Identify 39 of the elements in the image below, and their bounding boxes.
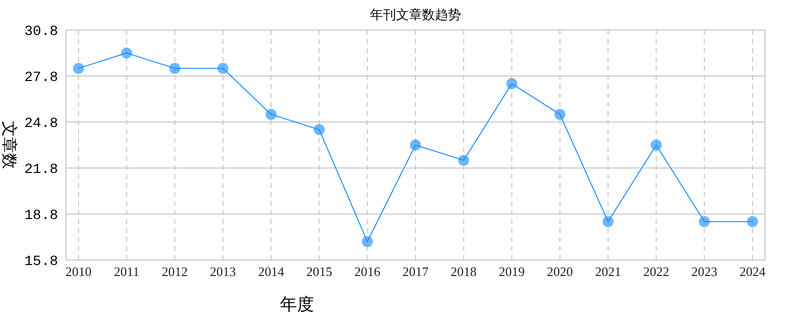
point — [554, 108, 566, 120]
x-tick-label: 2018 — [450, 264, 477, 279]
chart-title: 年刊文章数趋势 — [370, 7, 461, 22]
point — [698, 216, 710, 228]
point — [217, 62, 228, 74]
x-tick-label: 2014 — [258, 264, 285, 279]
y-axis-title: 文章数 — [0, 121, 18, 169]
y-tick-label: 24.8 — [24, 116, 58, 132]
x-tick-label: 2015 — [306, 264, 332, 279]
x-tick-label: 2011 — [114, 264, 140, 279]
point — [410, 140, 421, 150]
x-tick-label: 2012 — [162, 264, 188, 279]
point — [362, 236, 373, 248]
point — [266, 108, 277, 120]
point — [506, 78, 518, 90]
x-tick-label: 2013 — [210, 264, 236, 279]
x-tick-label: 2020 — [546, 264, 573, 279]
point — [747, 216, 758, 228]
x-tick-label: 2016 — [354, 264, 381, 279]
y-tick-label: 18.8 — [24, 208, 58, 224]
point — [650, 140, 662, 150]
point — [314, 124, 325, 136]
x-tick-label: 2024 — [740, 264, 766, 279]
point — [121, 48, 132, 58]
x-tick-label: 2019 — [498, 264, 525, 279]
x-tick-label: 2022 — [643, 264, 670, 279]
y-tick-label: 27.8 — [24, 70, 58, 86]
y-tick-label: 15.8 — [24, 254, 58, 270]
x-tick-label: 2021 — [595, 264, 622, 279]
point — [602, 216, 614, 228]
point — [169, 62, 180, 74]
y-tick-label: 21.8 — [24, 162, 58, 178]
point — [458, 154, 470, 166]
x-tick-label: 2023 — [691, 264, 718, 279]
point — [73, 62, 84, 74]
x-tick-label: 2017 — [402, 264, 429, 279]
x-tick-label: 2010 — [66, 264, 92, 279]
x-axis-title: 年度 — [280, 295, 314, 314]
y-tick-label: 30.8 — [24, 24, 58, 40]
